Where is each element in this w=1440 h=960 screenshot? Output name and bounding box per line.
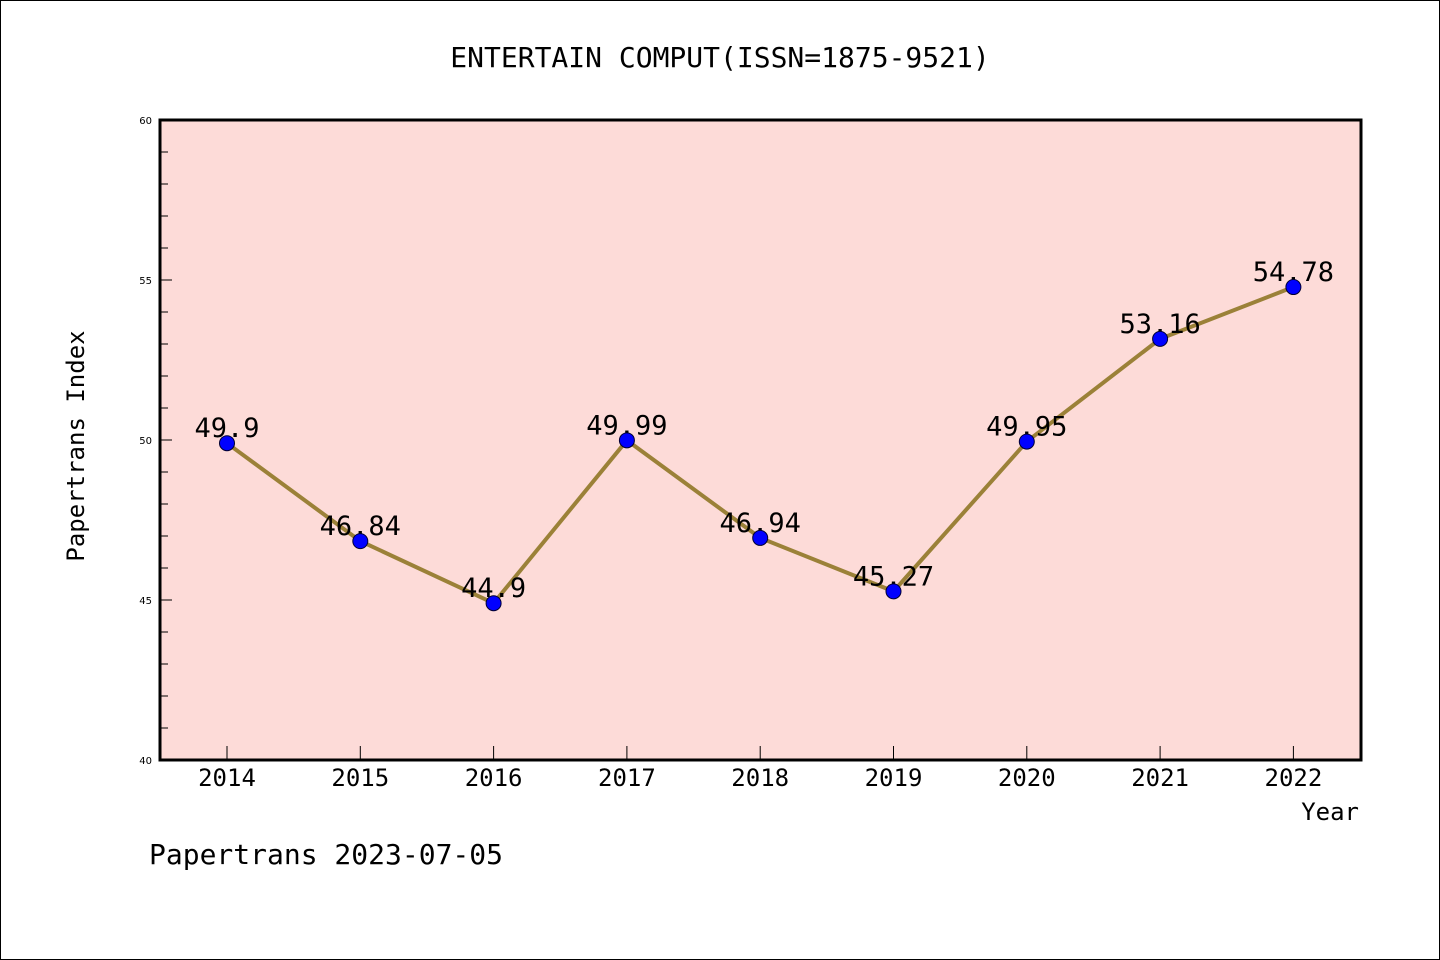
footer-watermark: Papertrans 2023-07-05 <box>149 838 503 871</box>
data-point <box>885 583 902 600</box>
x-tick-label: 2020 <box>998 764 1056 792</box>
y-axis-label: Papertrans Index <box>62 330 90 561</box>
x-tick-label: 2021 <box>1131 764 1189 792</box>
plot-area <box>160 120 1361 760</box>
x-tick-label: 2017 <box>598 764 656 792</box>
data-point <box>219 435 235 452</box>
chart-title: ENTERTAIN COMPUT(ISSN=1875-9521) <box>450 41 989 74</box>
plot-border <box>158 118 1363 762</box>
y-tick-label: 50 <box>139 436 152 447</box>
y-tick-label: 40 <box>139 756 152 767</box>
y-tick-label: 55 <box>139 276 152 287</box>
data-point <box>1285 279 1302 296</box>
data-point <box>1018 433 1035 450</box>
x-tick-label: 2016 <box>465 764 523 792</box>
series-layer: 49.946.8444.949.9946.9445.2749.9553.1654… <box>194 257 1334 612</box>
data-point <box>618 432 635 449</box>
x-tick-label: 2014 <box>198 764 256 792</box>
y-tick-label: 60 <box>139 116 152 127</box>
x-tick-label: 2015 <box>331 764 389 792</box>
data-point <box>352 533 369 550</box>
data-point <box>485 595 502 612</box>
y-tick-label: 45 <box>139 596 152 607</box>
data-point <box>752 529 769 546</box>
data-point <box>1152 330 1169 347</box>
x-axis-label: Year <box>1301 798 1359 826</box>
x-tick-label: 2018 <box>731 764 789 792</box>
x-tick-label: 2019 <box>865 764 923 792</box>
x-tick-label: 2022 <box>1265 764 1323 792</box>
x-axis-ticks: 2014 2015 2016 2017 2018 2019 2020 2021 2022 <box>198 746 1322 792</box>
